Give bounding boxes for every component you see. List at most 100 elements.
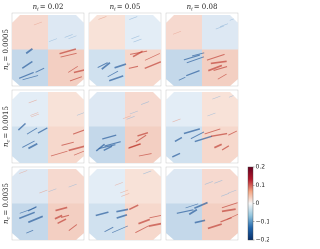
- streak: [114, 182, 123, 186]
- streak: [183, 54, 200, 61]
- streak: [95, 143, 106, 152]
- streak: [210, 60, 227, 65]
- streak: [214, 180, 223, 184]
- quadrant: [12, 15, 48, 50]
- streak: [57, 218, 67, 225]
- label-sub: c: [5, 139, 11, 142]
- label-var: n: [2, 219, 10, 224]
- streak: [28, 99, 37, 104]
- streak: [73, 69, 84, 74]
- streak: [116, 208, 129, 213]
- quadrant: [48, 49, 84, 86]
- streak: [194, 219, 206, 224]
- streak: [35, 67, 45, 73]
- quadrant: [202, 92, 238, 127]
- streak: [48, 38, 58, 42]
- streak: [212, 95, 221, 100]
- streak: [60, 52, 77, 58]
- quadrant: [12, 169, 48, 204]
- quadrant: [48, 92, 84, 127]
- streak: [33, 21, 43, 26]
- streak: [64, 34, 73, 38]
- label-var: n: [187, 3, 192, 11]
- panel: [165, 89, 239, 164]
- label-sub: i: [114, 6, 116, 12]
- row-label: nc= 0.0015: [2, 106, 11, 147]
- quadrant: [202, 15, 238, 50]
- panel: [11, 89, 85, 164]
- quadrant: [89, 126, 125, 163]
- streak: [30, 113, 40, 118]
- streak: [104, 226, 114, 233]
- streak: [185, 203, 199, 209]
- streak: [135, 134, 147, 143]
- label-sub: c: [5, 62, 11, 65]
- streak: [219, 23, 229, 27]
- streak: [172, 118, 181, 123]
- streak: [120, 189, 129, 194]
- streak: [98, 16, 107, 20]
- panel: [88, 89, 162, 164]
- streak: [172, 30, 182, 35]
- quadrant: [48, 203, 84, 240]
- streak: [22, 140, 35, 148]
- streak: [185, 70, 200, 77]
- streak: [48, 188, 57, 193]
- quadrant: [12, 92, 48, 127]
- label-var: n: [2, 65, 10, 70]
- streak: [140, 101, 150, 105]
- quadrant: [48, 169, 84, 204]
- streak: [143, 170, 152, 175]
- streak: [133, 38, 142, 43]
- label-var: n: [110, 3, 115, 11]
- streak: [217, 73, 227, 80]
- panel-image: [12, 15, 84, 86]
- streak: [68, 66, 78, 73]
- streak: [116, 214, 128, 219]
- streak: [132, 50, 143, 58]
- colorbar-tick-label: 0.1: [256, 182, 266, 189]
- column-label: ni= 0.05: [110, 3, 141, 12]
- streak: [178, 76, 186, 81]
- streak: [22, 75, 39, 81]
- streak: [97, 62, 108, 69]
- streak: [27, 215, 44, 224]
- column-label: ni= 0.02: [33, 3, 64, 12]
- streak: [69, 76, 83, 82]
- streak: [220, 193, 230, 197]
- streak: [68, 35, 77, 40]
- colorbar-tick-label: 0: [256, 200, 260, 207]
- streak: [149, 213, 161, 219]
- streak: [25, 48, 33, 55]
- streak: [27, 142, 38, 150]
- colorbar: [247, 166, 254, 241]
- colorbar-tick-label: 0.2: [256, 164, 266, 171]
- streak: [76, 112, 84, 116]
- label-sub: c: [5, 216, 11, 219]
- streak: [204, 181, 213, 185]
- streak: [213, 65, 228, 72]
- streak: [186, 56, 205, 64]
- streak: [207, 64, 223, 72]
- quadrant: [166, 169, 202, 204]
- streak: [60, 214, 70, 219]
- quadrant: [89, 92, 125, 127]
- streak: [102, 134, 117, 140]
- streak: [129, 16, 138, 20]
- streak: [129, 110, 138, 115]
- streak: [122, 115, 132, 120]
- quadrant: [89, 169, 125, 204]
- streak: [95, 211, 109, 217]
- streak: [144, 53, 161, 61]
- streak: [213, 143, 223, 149]
- row-label-group: nc= 0.0035: [2, 183, 11, 224]
- streak: [176, 209, 194, 214]
- streak: [194, 135, 213, 143]
- streak: [148, 222, 161, 228]
- streak: [128, 65, 139, 69]
- streak: [73, 150, 84, 156]
- panel-image: [166, 15, 238, 86]
- panel-image: [166, 92, 238, 163]
- streak: [107, 70, 119, 78]
